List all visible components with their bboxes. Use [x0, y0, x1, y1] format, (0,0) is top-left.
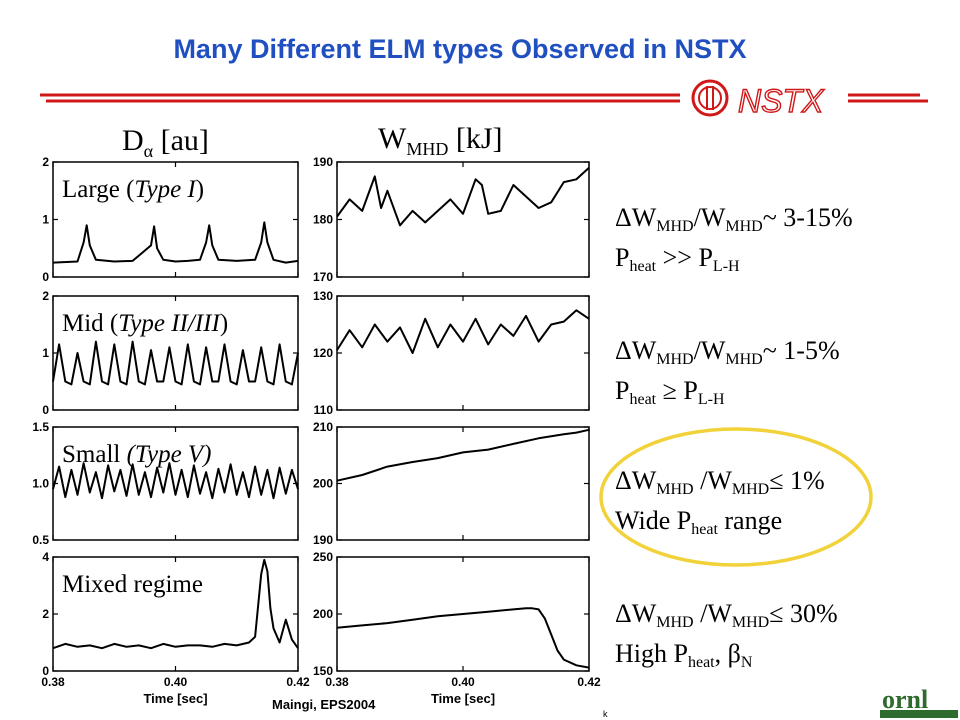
y-tick-label-left-4: 0: [42, 664, 49, 678]
wmhd-unit: [kJ]: [455, 122, 503, 155]
note-1-line-2: Pheat >> PL-H: [615, 243, 740, 275]
highlight-ellipse: [599, 427, 873, 567]
y-tick-label-right-4: 250: [313, 550, 333, 564]
d-alpha-symbol: D: [122, 124, 144, 157]
series-line-right-2: [336, 309, 590, 354]
note-2-line-2: Pheat ≥ PL-H: [615, 376, 725, 408]
x-tick-label-left-4: 0.40: [164, 675, 188, 689]
nstx-logo-text: NSTX: [738, 83, 825, 119]
note-4-line-1: ΔWMHD /WMHD≤ 30%: [615, 599, 838, 631]
series-line-left-3: [52, 462, 299, 500]
header-bar: NSTX: [40, 79, 928, 120]
panel-label-left-4: Mixed regime: [62, 571, 203, 598]
note-type-i: ΔWMHD/WMHD~ 3-15% Pheat >> PL-H: [615, 202, 853, 282]
y-tick-label-right-2: 110: [314, 403, 334, 417]
y-tick-label-left-3: 0.5: [32, 533, 49, 547]
footer-credit: Maingi, EPS2004: [272, 697, 376, 712]
y-tick-label-left-1: 1: [42, 213, 49, 227]
series-line-right-3: [336, 428, 590, 482]
panel-label-left-1: Large (Type I): [62, 176, 204, 203]
y-tick-label-left-3: 1.5: [32, 420, 49, 434]
ornl-logo-icon: ornl: [880, 686, 958, 718]
ornl-logo-text: ornl: [882, 686, 928, 714]
wmhd-symbol: W: [378, 122, 407, 155]
x-axis-label-right-4: Time [sec]: [431, 691, 495, 706]
d-alpha-greek: α: [143, 141, 154, 161]
x-axis-label-left-4: Time [sec]: [143, 691, 207, 706]
nstx-logo-icon: [691, 79, 729, 117]
y-tick-label-left-1: 0: [42, 270, 49, 284]
note-4-line-2: High Pheat, βN: [615, 639, 753, 671]
y-tick-label-right-3: 200: [313, 477, 333, 491]
y-tick-label-right-4: 200: [313, 607, 333, 621]
y-tick-label-right-3: 190: [313, 533, 333, 547]
series-line-right-4: [336, 607, 590, 669]
y-tick-label-left-3: 1.0: [32, 477, 49, 491]
y-tick-label-right-2: 130: [313, 289, 333, 303]
x-tick-label-right-4: 0.40: [451, 675, 475, 689]
y-tick-label-left-2: 2: [42, 289, 49, 303]
y-tick-label-left-4: 2: [42, 607, 49, 621]
y-tick-label-left-1: 2: [42, 155, 49, 169]
y-tick-label-right-1: 170: [313, 270, 333, 284]
y-tick-label-right-3: 210: [313, 420, 333, 434]
note-3-line-2: Wide Pheat range: [615, 506, 783, 538]
note-1-line-1: ΔWMHD/WMHD~ 3-15%: [615, 203, 853, 235]
series-line-left-2: [52, 340, 299, 386]
wmhd-subscript: MHD: [406, 139, 449, 159]
left-column-header: Dα [au]: [122, 124, 209, 162]
x-tick-label-left-4: 0.42: [286, 675, 310, 689]
note-type-ii-iii: ΔWMHD/WMHD~ 1-5% Pheat ≥ PL-H: [615, 335, 840, 415]
panel-label-left-3: Small (Type V): [62, 441, 212, 468]
d-alpha-unit: [au]: [160, 124, 209, 157]
note-type-v: ΔWMHD /WMHD≤ 1% Wide Pheat range: [615, 465, 825, 545]
x-tick-label-left-4: 0.38: [41, 675, 65, 689]
slide-title: Many Different ELM types Observed in NST…: [173, 34, 747, 64]
note-3-line-1: ΔWMHD /WMHD≤ 1%: [615, 466, 825, 498]
y-tick-label-left-2: 1: [42, 346, 49, 360]
series-line-right-1: [336, 167, 590, 227]
y-tick-label-left-2: 0: [42, 403, 49, 417]
note-2-line-1: ΔWMHD/WMHD~ 1-5%: [615, 336, 840, 368]
y-tick-label-right-4: 150: [313, 664, 333, 678]
y-tick-label-right-1: 190: [313, 155, 333, 169]
y-tick-label-left-4: 4: [42, 550, 49, 564]
x-tick-label-right-4: 0.42: [577, 675, 601, 689]
footer-mark: k: [603, 709, 608, 719]
y-tick-label-right-2: 120: [313, 346, 333, 360]
series-line-left-1: [52, 221, 299, 264]
right-column-header: WMHD [kJ]: [378, 122, 503, 160]
y-tick-label-right-1: 180: [313, 213, 333, 227]
panel-label-left-2: Mid (Type II/III): [62, 310, 228, 337]
x-tick-label-right-4: 0.38: [325, 675, 349, 689]
note-mixed: ΔWMHD /WMHD≤ 30% High Pheat, βN: [615, 598, 838, 678]
series-line-left-4: [52, 558, 299, 650]
